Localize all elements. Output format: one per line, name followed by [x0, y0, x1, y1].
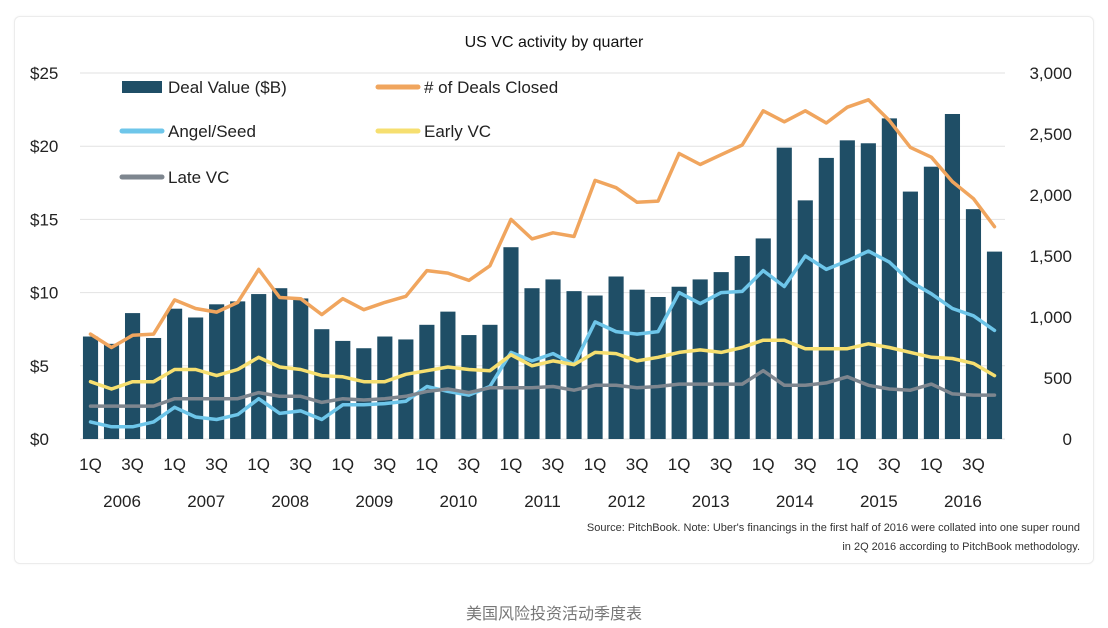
x-quarter-label: 1Q: [247, 455, 270, 474]
x-quarter-label: 3Q: [626, 455, 649, 474]
legend-label: Deal Value ($B): [168, 78, 287, 97]
x-quarter-label: 3Q: [205, 455, 228, 474]
bar-deal-value: [124, 313, 141, 439]
bar-deal-value: [902, 191, 918, 439]
x-quarter-label: 3Q: [710, 455, 733, 474]
right-tick-label: 0: [1063, 430, 1072, 449]
left-tick-label: $25: [30, 64, 58, 83]
x-quarter-label: 1Q: [416, 455, 439, 474]
x-quarter-label: 1Q: [500, 455, 523, 474]
bar-deal-value: [482, 324, 498, 439]
bar-deal-value: [398, 339, 414, 439]
bar-deal-value: [503, 247, 519, 439]
left-tick-label: $20: [30, 137, 58, 156]
x-year-label: 2008: [271, 492, 309, 511]
legend-label: Early VC: [424, 122, 491, 141]
left-tick-label: $0: [30, 430, 49, 449]
bar-deal-value: [188, 317, 204, 439]
bar-deal-value: [923, 166, 939, 440]
image-caption: 美国风险投资活动季度表: [465, 604, 642, 623]
bar-deal-value: [986, 251, 1003, 439]
line-early-vc: [88, 338, 997, 391]
bar-deal-value: [440, 311, 456, 439]
x-year-label: 2013: [692, 492, 730, 511]
bar-deal-value: [356, 348, 372, 439]
bar-deal-value: [335, 340, 351, 439]
left-tick-label: $15: [30, 210, 58, 229]
x-quarter-label: 1Q: [920, 455, 943, 474]
right-tick-label: 500: [1044, 369, 1072, 388]
x-year-label: 2011: [524, 492, 561, 511]
x-quarter-label: 1Q: [79, 455, 102, 474]
bar-deal-value: [272, 288, 288, 439]
x-quarter-label: 1Q: [163, 455, 186, 474]
right-tick-label: 1,500: [1029, 247, 1072, 266]
legend-label: Angel/Seed: [168, 122, 256, 141]
bar-deal-value: [692, 279, 708, 439]
left-tick-label: $5: [30, 357, 49, 376]
x-quarter-label: 3Q: [794, 455, 817, 474]
bar-deal-value: [524, 288, 540, 439]
bar-deal-value: [608, 276, 624, 439]
bar-deal-value: [377, 336, 393, 439]
bar-deal-value: [965, 209, 982, 439]
x-quarter-label: 3Q: [121, 455, 144, 474]
x-year-label: 2014: [776, 492, 814, 511]
x-quarter-label: 1Q: [668, 455, 691, 474]
legend-label: # of Deals Closed: [424, 78, 558, 97]
x-year-label: 2010: [439, 492, 477, 511]
line-angel-seed: [88, 249, 997, 429]
bar-deal-value: [82, 336, 99, 439]
bar-deal-value: [881, 118, 897, 439]
line-of-deals-closed: [88, 98, 997, 350]
bar-deal-value: [146, 337, 162, 439]
x-year-label: 2015: [860, 492, 898, 511]
bar-deal-value: [818, 157, 834, 440]
bar-deal-value: [629, 289, 645, 439]
bar-deal-value: [587, 295, 603, 439]
bar-deal-value: [314, 329, 330, 439]
x-year-label: 2012: [608, 492, 646, 511]
x-quarter-label: 3Q: [542, 455, 565, 474]
x-quarter-label: 3Q: [289, 455, 312, 474]
left-tick-label: $10: [30, 284, 58, 303]
bar-deal-value: [103, 343, 120, 439]
x-quarter-label: 1Q: [584, 455, 607, 474]
right-tick-label: 2,500: [1029, 125, 1072, 144]
bar-deal-value: [251, 294, 267, 439]
right-tick-label: 3,000: [1029, 64, 1072, 83]
x-quarter-label: 1Q: [331, 455, 354, 474]
bar-deal-value: [167, 308, 183, 439]
bar-deal-value: [671, 286, 687, 439]
x-quarter-label: 3Q: [962, 455, 985, 474]
legend-label: Late VC: [168, 168, 229, 187]
bar-deal-value: [839, 140, 855, 439]
bar-deal-value: [461, 335, 477, 439]
source-note-line2: in 2Q 2016 according to PitchBook method…: [842, 541, 1080, 553]
right-tick-label: 2,000: [1029, 186, 1072, 205]
line-late-vc: [88, 368, 997, 408]
x-quarter-label: 3Q: [878, 455, 901, 474]
bar-deal-value: [797, 200, 813, 439]
x-year-label: 2009: [355, 492, 393, 511]
x-quarter-label: 1Q: [752, 455, 775, 474]
right-tick-label: 1,000: [1029, 308, 1072, 327]
bar-deal-value: [776, 147, 792, 439]
source-note-line1: Source: PitchBook. Note: Uber's financin…: [587, 522, 1080, 534]
bar-deal-value: [209, 304, 225, 439]
x-year-label: 2007: [187, 492, 225, 511]
bar-deal-value: [860, 143, 876, 439]
bar-deal-value: [419, 324, 435, 439]
legend-swatch-deal-value: [122, 81, 162, 93]
x-year-label: 2016: [944, 492, 982, 511]
x-year-label: 2006: [103, 492, 141, 511]
x-quarter-label: 3Q: [458, 455, 481, 474]
x-quarter-label: 1Q: [836, 455, 859, 474]
bar-deal-value: [713, 272, 729, 439]
chart-title: US VC activity by quarter: [465, 34, 644, 51]
x-quarter-label: 3Q: [373, 455, 396, 474]
